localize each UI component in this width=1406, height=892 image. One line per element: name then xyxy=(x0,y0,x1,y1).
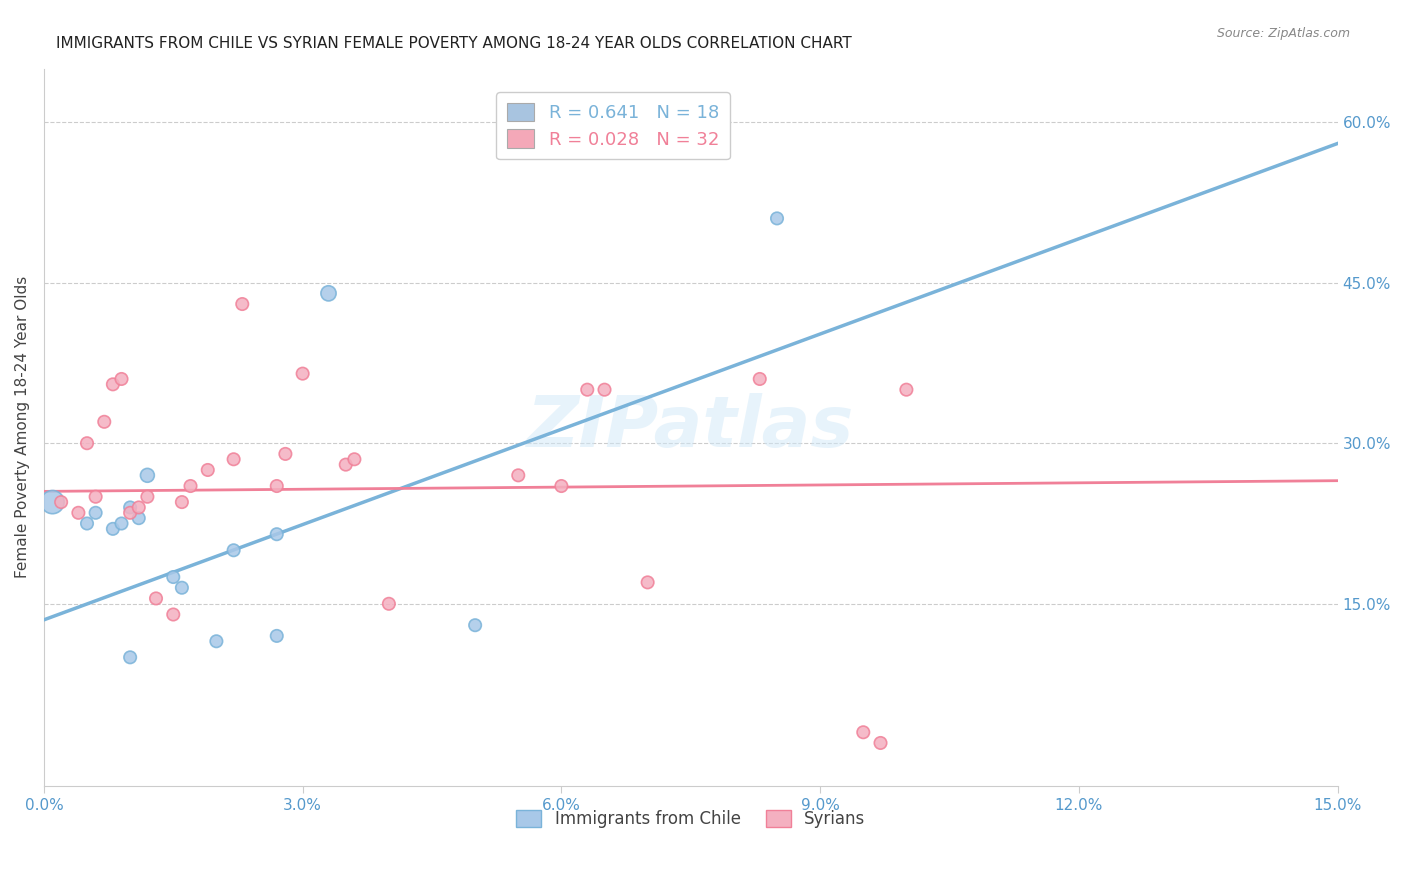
Point xyxy=(101,377,124,392)
Point xyxy=(291,367,314,381)
Point xyxy=(180,479,202,493)
Point xyxy=(266,527,288,541)
Point xyxy=(128,511,150,525)
Point xyxy=(120,500,142,515)
Legend: Immigrants from Chile, Syrians: Immigrants from Chile, Syrians xyxy=(509,804,872,835)
Point xyxy=(576,383,599,397)
Point xyxy=(222,452,245,467)
Point xyxy=(274,447,297,461)
Point xyxy=(170,495,193,509)
Point xyxy=(205,634,228,648)
Text: IMMIGRANTS FROM CHILE VS SYRIAN FEMALE POVERTY AMONG 18-24 YEAR OLDS CORRELATION: IMMIGRANTS FROM CHILE VS SYRIAN FEMALE P… xyxy=(56,36,852,51)
Point xyxy=(84,490,107,504)
Point xyxy=(318,286,340,301)
Point xyxy=(266,479,288,493)
Point xyxy=(378,597,401,611)
Point xyxy=(335,458,357,472)
Y-axis label: Female Poverty Among 18-24 Year Olds: Female Poverty Among 18-24 Year Olds xyxy=(15,276,30,578)
Point xyxy=(136,490,159,504)
Point xyxy=(170,581,193,595)
Point xyxy=(748,372,770,386)
Text: ZIPatlas: ZIPatlas xyxy=(527,392,855,462)
Point xyxy=(197,463,219,477)
Point xyxy=(162,570,184,584)
Point xyxy=(101,522,124,536)
Point xyxy=(852,725,875,739)
Point xyxy=(67,506,90,520)
Point xyxy=(110,372,132,386)
Point xyxy=(49,495,72,509)
Point xyxy=(222,543,245,558)
Point xyxy=(464,618,486,632)
Point xyxy=(162,607,184,622)
Point xyxy=(110,516,132,531)
Point xyxy=(896,383,918,397)
Point xyxy=(84,506,107,520)
Point xyxy=(343,452,366,467)
Point xyxy=(766,211,789,226)
Point xyxy=(120,650,142,665)
Point xyxy=(869,736,891,750)
Point xyxy=(231,297,253,311)
Point xyxy=(120,506,142,520)
Point xyxy=(136,468,159,483)
Point xyxy=(76,436,98,450)
Text: Source: ZipAtlas.com: Source: ZipAtlas.com xyxy=(1216,27,1350,40)
Point xyxy=(266,629,288,643)
Point xyxy=(93,415,115,429)
Point xyxy=(593,383,616,397)
Point xyxy=(128,500,150,515)
Point xyxy=(508,468,530,483)
Point xyxy=(637,575,659,590)
Point xyxy=(550,479,572,493)
Point xyxy=(76,516,98,531)
Point xyxy=(41,495,63,509)
Point xyxy=(145,591,167,606)
